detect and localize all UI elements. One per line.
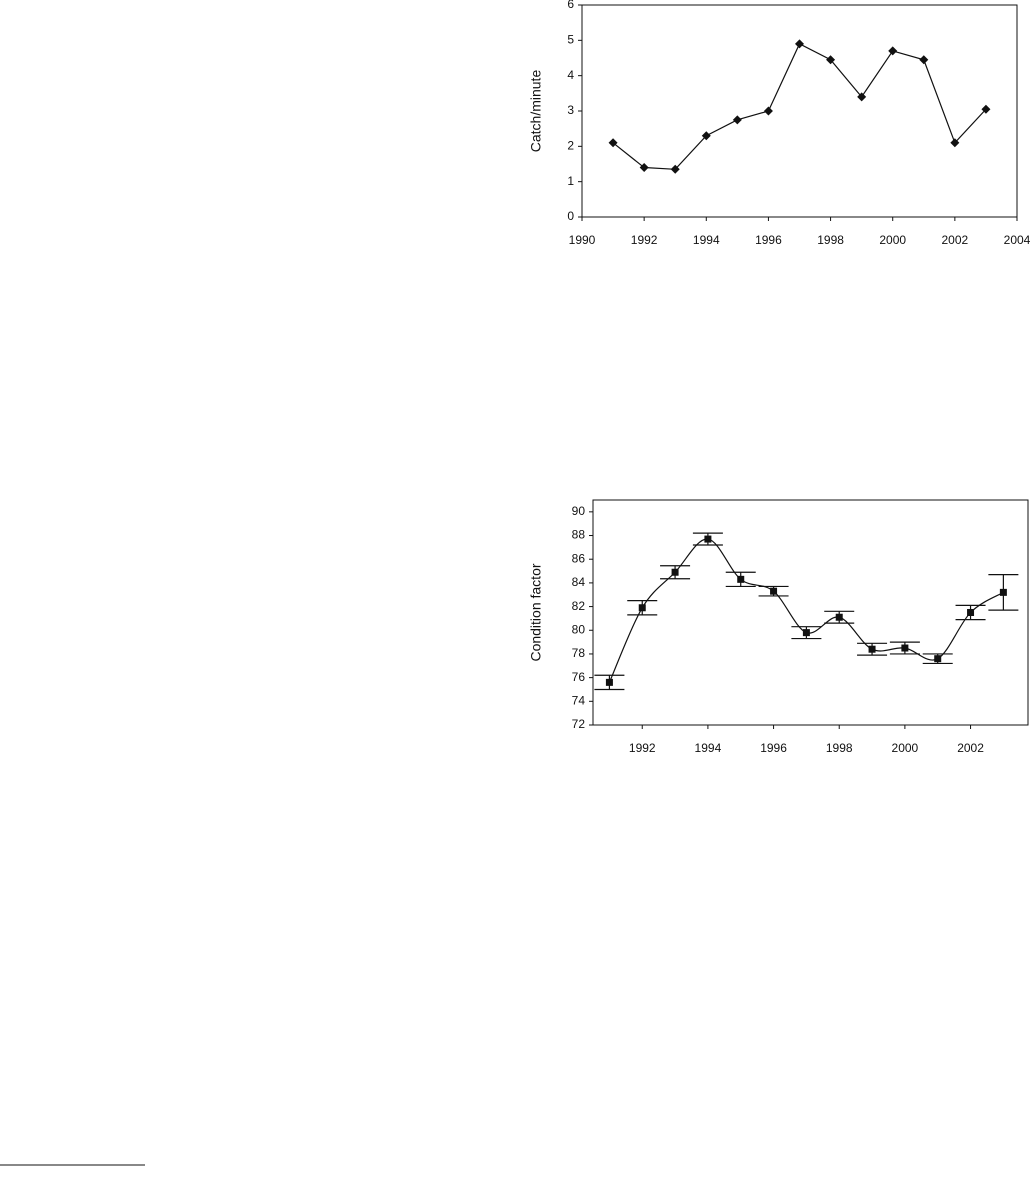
y-axis-title: Condition factor	[528, 563, 544, 661]
y-tick-label: 72	[572, 717, 586, 731]
data-point	[901, 644, 909, 652]
y-tick-label: 84	[572, 575, 586, 589]
data-point	[999, 588, 1007, 596]
series-line	[612, 43, 987, 170]
data-point	[737, 575, 745, 583]
data-point	[967, 609, 975, 616]
data-point	[981, 104, 991, 114]
x-tick-label: 1998	[826, 741, 853, 755]
y-tick-label: 90	[572, 504, 586, 518]
y-tick-label: 3	[567, 103, 574, 117]
data-point	[704, 535, 712, 543]
y-tick-label: 74	[572, 693, 586, 707]
x-tick-label: 1994	[693, 233, 720, 247]
y-tick-label: 6	[567, 0, 574, 11]
y-tick-label: 78	[572, 646, 586, 660]
y-tick-label: 4	[567, 68, 574, 82]
series-line	[608, 538, 1004, 683]
y-tick-label: 1	[567, 174, 574, 188]
data-point	[802, 629, 810, 637]
y-tick-label: 76	[572, 670, 586, 684]
x-tick-label: 1992	[631, 233, 658, 247]
plot-frame	[592, 499, 1029, 726]
data-point	[868, 645, 876, 653]
x-tick-label: 1996	[755, 233, 782, 247]
x-tick-label: 1990	[569, 233, 596, 247]
x-tick-label: 2000	[892, 741, 919, 755]
data-point	[732, 115, 742, 125]
x-tick-label: 1992	[629, 741, 656, 755]
x-tick-label: 1998	[817, 233, 844, 247]
y-tick-label: 5	[567, 33, 574, 47]
data-point	[638, 604, 646, 612]
data-point	[639, 163, 649, 173]
data-point	[857, 92, 867, 102]
data-point	[671, 568, 679, 576]
data-point	[763, 106, 773, 116]
x-tick-label: 1994	[695, 741, 722, 755]
data-point	[701, 131, 711, 141]
data-point	[919, 55, 929, 65]
x-tick-label: 2004	[1004, 233, 1031, 247]
data-point	[608, 138, 618, 148]
y-tick-label: 2	[567, 139, 574, 153]
x-tick-label: 2002	[942, 233, 969, 247]
y-tick-label: 80	[572, 622, 586, 636]
y-tick-label: 86	[572, 551, 586, 565]
data-point	[826, 55, 836, 65]
y-tick-label: 82	[572, 599, 586, 613]
y-tick-label: 88	[572, 528, 586, 542]
data-point	[934, 655, 942, 663]
data-point	[795, 39, 804, 49]
plot-frame	[581, 4, 1018, 218]
data-point	[950, 138, 960, 148]
data-point	[835, 613, 843, 621]
x-tick-label: 2000	[879, 233, 906, 247]
x-tick-label: 2002	[957, 741, 984, 755]
x-tick-label: 1996	[760, 741, 787, 755]
y-tick-label: 0	[567, 209, 574, 223]
data-point	[770, 587, 778, 595]
data-point	[605, 678, 613, 686]
data-point	[888, 46, 898, 56]
y-axis-title: Catch/minute	[528, 70, 544, 153]
data-point	[670, 164, 680, 174]
